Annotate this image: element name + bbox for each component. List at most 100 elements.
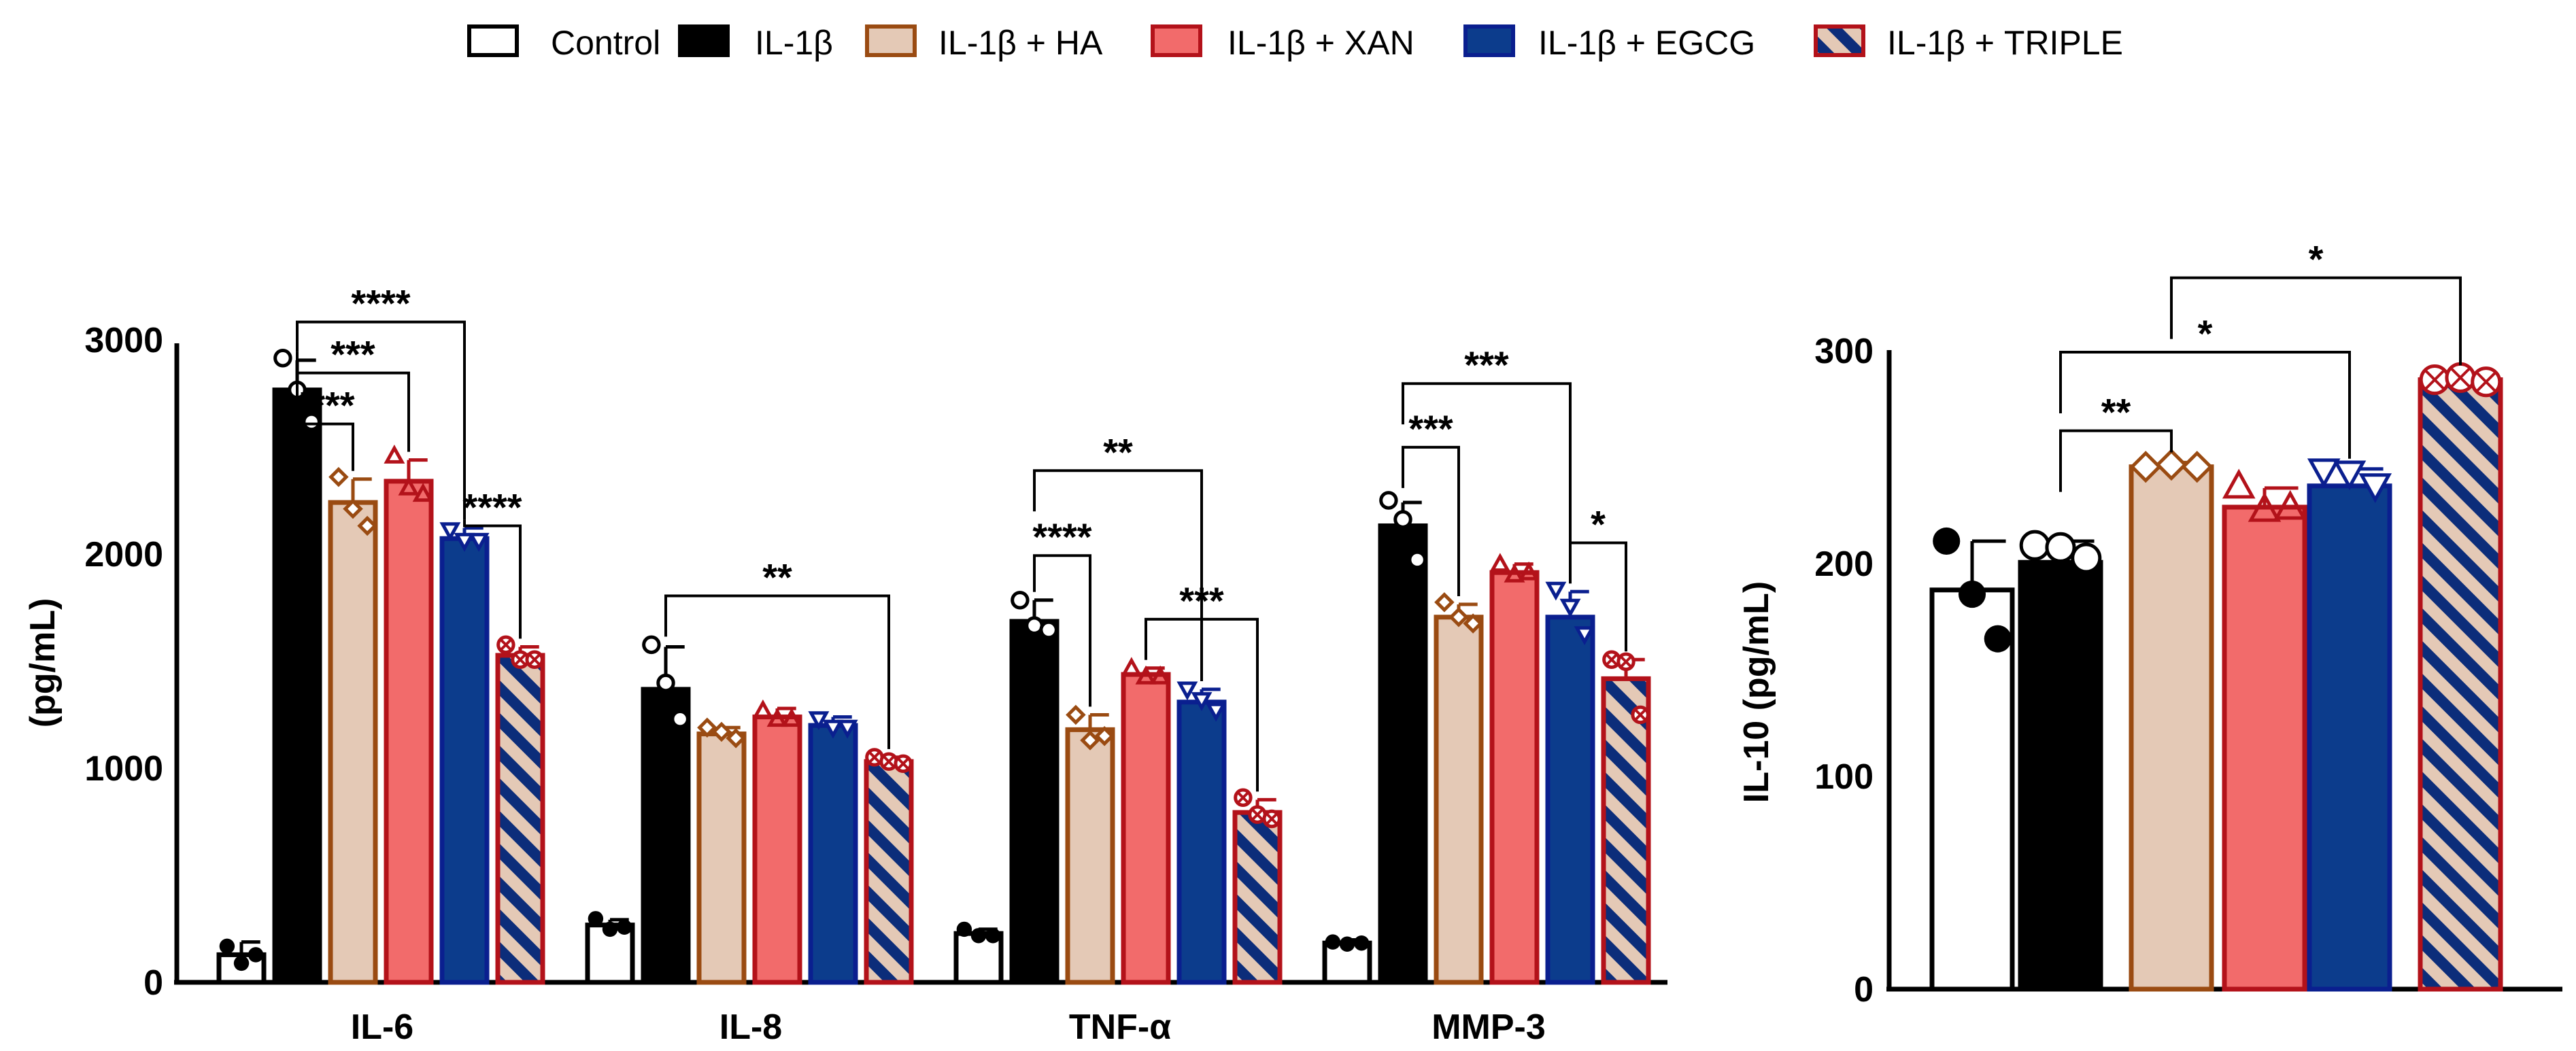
- legend-item-control: Control: [467, 24, 660, 62]
- data-point: [985, 928, 1001, 944]
- data-point: [1234, 788, 1253, 807]
- data-point: [836, 719, 858, 739]
- significance-bracket: **: [664, 556, 890, 749]
- bar-xan: [2222, 504, 2307, 992]
- significance-label: ***: [1408, 407, 1453, 450]
- legend-item-triple: IL-1β + TRIPLE: [1814, 24, 2123, 62]
- significance-bracket: ***: [296, 333, 410, 452]
- legend-swatch-triple: [1814, 24, 1865, 57]
- data-point: [1434, 592, 1455, 613]
- data-point: [2045, 532, 2076, 563]
- significance-bracket: *: [2059, 312, 2351, 459]
- data-point: [616, 919, 632, 935]
- data-point: [956, 921, 972, 937]
- x-tick-label-il6: IL-6: [351, 1007, 413, 1047]
- significance-label: ****: [295, 384, 354, 427]
- data-point: [1353, 935, 1370, 951]
- bar-il1b: [641, 687, 691, 985]
- data-point: [2155, 448, 2188, 481]
- significance-bracket: ***: [1402, 343, 1572, 584]
- data-point: [1504, 563, 1525, 583]
- data-point: [1325, 934, 1341, 950]
- y-tick-label: 1000: [84, 749, 163, 789]
- x-tick-labels-left: IL-6 IL-8 TNF-α MMP-3: [351, 1007, 1546, 1047]
- legend-label-egcg: IL-1β + EGCG: [1538, 24, 1755, 62]
- y-axis-label-right: IL-10 (pg/mL): [1737, 581, 1776, 803]
- y-tick-label: 0: [143, 963, 163, 1003]
- legend-label-xan: IL-1β + XAN: [1227, 24, 1414, 62]
- significance-label: ***: [1464, 343, 1509, 386]
- legend-swatch-il1b: [678, 24, 730, 57]
- bar-egcg: [439, 536, 490, 985]
- legend-label-control: Control: [551, 24, 660, 62]
- legend-swatch-ha: [865, 24, 917, 57]
- bar-xan: [1489, 570, 1540, 985]
- legend-item-ha: IL-1β + HA: [865, 24, 1103, 62]
- significance-bracket: ***: [1402, 407, 1460, 597]
- data-point: [1149, 665, 1171, 685]
- bar-triple: [2418, 377, 2503, 992]
- bar-control: [1929, 587, 2015, 992]
- significance-right: ****: [2059, 238, 2462, 492]
- data-point: [1631, 705, 1650, 725]
- data-point: [273, 349, 292, 368]
- bar-il1b: [2018, 559, 2103, 992]
- bar-ha: [2129, 464, 2214, 992]
- y-ticks-right: 0 100 200 300: [1814, 332, 1874, 1010]
- significance-bracket: **: [1033, 430, 1203, 681]
- data-point: [1379, 491, 1398, 510]
- significance-bracket: ***: [1145, 579, 1259, 792]
- data-point: [865, 748, 884, 767]
- data-point: [343, 498, 363, 519]
- y-tick-label: 300: [1814, 332, 1874, 371]
- significance-label: ****: [351, 282, 410, 325]
- data-point: [1518, 561, 1540, 581]
- legend: Control IL-1β IL-1β + HA IL-1β + XAN IL-…: [467, 24, 2123, 62]
- data-point: [726, 728, 746, 748]
- data-point: [2471, 366, 2502, 398]
- data-point: [1933, 527, 1961, 555]
- y-tick-label: 3000: [84, 321, 163, 360]
- data-point: [808, 711, 830, 731]
- bar-egcg: [808, 723, 858, 985]
- data-point: [2129, 451, 2162, 483]
- data-point: [1262, 809, 1281, 829]
- legend-item-xan: IL-1β + XAN: [1151, 24, 1414, 62]
- significance-bracket: **: [2059, 391, 2173, 492]
- data-point: [1205, 702, 1227, 722]
- data-point: [1066, 704, 1086, 725]
- data-point: [2273, 489, 2307, 520]
- y-tick-label: 0: [1854, 970, 1874, 1010]
- data-point: [970, 928, 987, 944]
- data-point: [248, 947, 264, 963]
- y-tick-label: 200: [1814, 545, 1874, 584]
- data-point: [1039, 620, 1058, 640]
- data-point: [711, 721, 732, 742]
- bar-triple: [495, 653, 545, 985]
- data-point: [302, 412, 321, 432]
- chart-panel-right: IL-10 (pg/mL) 0 100 200 300 ****: [1737, 238, 2562, 1010]
- data-point: [1176, 681, 1198, 701]
- data-point: [525, 650, 544, 669]
- significance-bracket: *: [1569, 502, 1627, 652]
- significance-bracket: ****: [462, 485, 522, 639]
- bar-ha: [1065, 727, 1115, 985]
- data-point: [1393, 510, 1412, 529]
- data-point: [588, 911, 604, 927]
- legend-item-egcg: IL-1β + EGCG: [1463, 24, 1755, 62]
- data-point: [357, 515, 377, 536]
- bars-left: [216, 349, 1651, 985]
- significance-label: *: [1591, 502, 1606, 545]
- data-point: [1135, 665, 1157, 685]
- bar-egcg: [1176, 700, 1227, 985]
- data-point: [454, 532, 475, 552]
- data-point: [1448, 607, 1469, 627]
- significance-label: *: [2309, 238, 2324, 281]
- data-point: [2333, 460, 2367, 491]
- bar-egcg: [1545, 615, 1595, 985]
- data-point: [468, 532, 490, 552]
- bar-il1b: [1378, 523, 1428, 985]
- data-point: [1958, 581, 1986, 608]
- data-point: [233, 955, 250, 971]
